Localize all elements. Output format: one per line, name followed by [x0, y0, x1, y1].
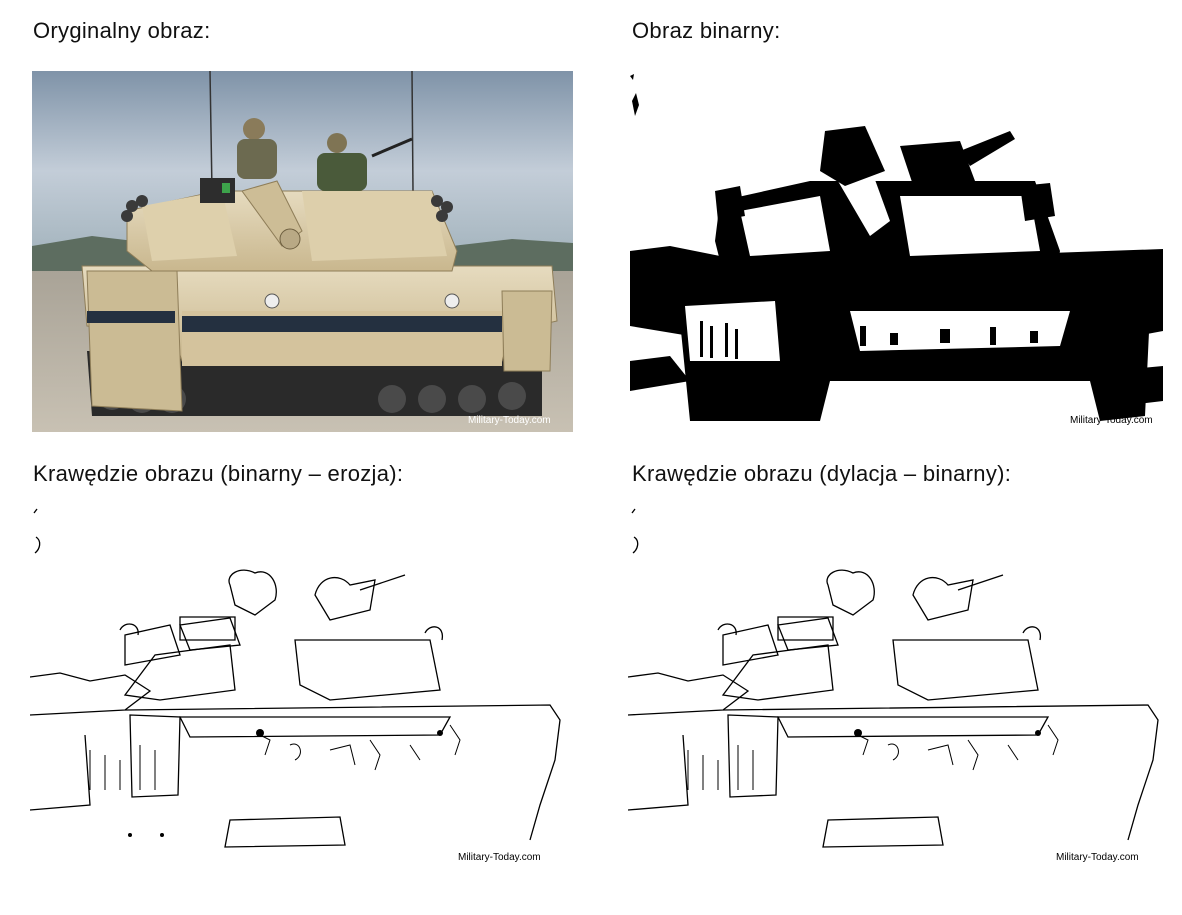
watermark-text-erosion: Military-Today.com: [458, 852, 541, 863]
edges-dilation-image: Military-Today.com: [628, 505, 1163, 870]
caption-edges-dilation: Krawędzie obrazu (dylacja – binarny):: [632, 461, 1012, 486]
caption-original-image: Oryginalny obraz:: [33, 18, 211, 43]
caption-edges-erosion: Krawędzie obrazu (binarny – erozja):: [33, 461, 404, 486]
edges-erosion-image: Military-Today.com: [30, 505, 565, 870]
watermark-text-binary: Military-Today.com: [1070, 415, 1153, 426]
watermark-text-original: Military-Today.com: [468, 415, 551, 426]
original-tank-photo: Military-Today.com: [32, 71, 573, 432]
binary-tank-image: Military-Today.com: [630, 71, 1163, 432]
caption-binary-image: Obraz binarny:: [632, 18, 781, 43]
watermark-text-dilation: Military-Today.com: [1056, 852, 1139, 863]
